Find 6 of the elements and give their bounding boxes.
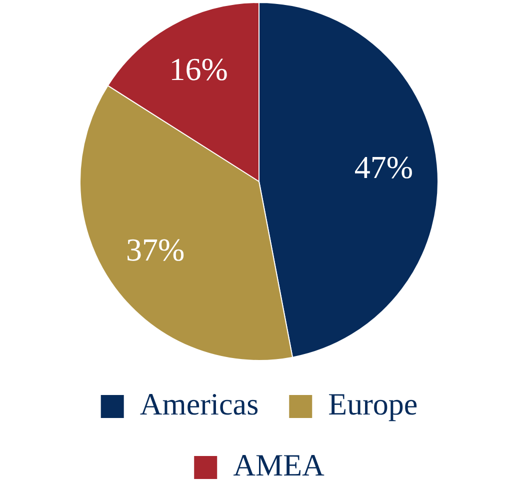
- data-label: 16%: [169, 51, 228, 88]
- legend-label: Europe: [328, 386, 418, 422]
- data-label: 47%: [354, 149, 414, 186]
- legend-label: Americas: [140, 386, 259, 422]
- data-label: 37%: [126, 231, 185, 268]
- legend-label: AMEA: [233, 448, 325, 483]
